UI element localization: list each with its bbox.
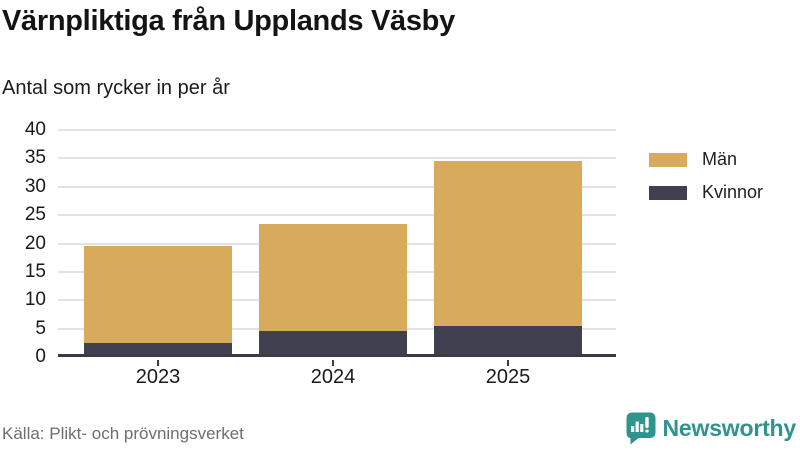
bar-man-2025 <box>434 161 582 326</box>
bar-kvinnor-2024 <box>259 331 407 354</box>
y-tick-label-0: 0 <box>35 346 46 367</box>
x-tick-2023 <box>157 360 159 366</box>
bar-man-2024 <box>259 223 407 332</box>
x-tick-label-2025: 2025 <box>485 366 531 388</box>
gridline-30 <box>58 185 616 188</box>
x-tick-label-2024: 2024 <box>310 366 356 388</box>
y-tick-label-20: 20 <box>24 232 46 254</box>
x-tick-2024 <box>332 360 334 366</box>
brand-logo: Newsworthy <box>626 412 796 445</box>
chart-subtitle: Antal som rycker in per år <box>2 77 230 99</box>
gridline-35 <box>58 157 616 160</box>
bar-kvinnor-2025 <box>434 325 582 354</box>
legend-item-kvinnor: Kvinnor <box>649 182 763 203</box>
y-tick-label-5: 5 <box>35 317 46 339</box>
y-tick-label-35: 35 <box>24 147 46 169</box>
brand-name: Newsworthy <box>662 415 797 441</box>
bar-kvinnor-2023 <box>84 342 232 354</box>
y-tick-label-15: 15 <box>24 260 46 282</box>
newsworthy-logo-icon <box>626 412 656 445</box>
x-tick-label-2023: 2023 <box>135 366 181 388</box>
gridline-40 <box>58 129 616 131</box>
y-tick-label-25: 25 <box>24 204 46 226</box>
y-tick-label-30: 30 <box>24 175 46 197</box>
y-tick-label-10: 10 <box>24 289 46 311</box>
legend-swatch-kvinnor <box>649 185 687 200</box>
source-note: Källa: Plikt- och prövningsverket <box>2 424 244 443</box>
plot-area <box>58 129 616 357</box>
legend-label-kvinnor: Kvinnor <box>702 182 764 202</box>
legend-item-man: Män <box>649 149 763 170</box>
legend-swatch-man <box>649 152 687 167</box>
page-title: Värnpliktiga från Upplands Väsby <box>2 5 455 37</box>
legend: Män Kvinnor <box>649 149 763 215</box>
y-tick-label-40: 40 <box>24 119 46 140</box>
bar-man-2023 <box>84 246 232 343</box>
x-tick-2025 <box>507 360 509 366</box>
legend-label-man: Män <box>702 149 738 169</box>
gridline-25 <box>58 214 616 217</box>
